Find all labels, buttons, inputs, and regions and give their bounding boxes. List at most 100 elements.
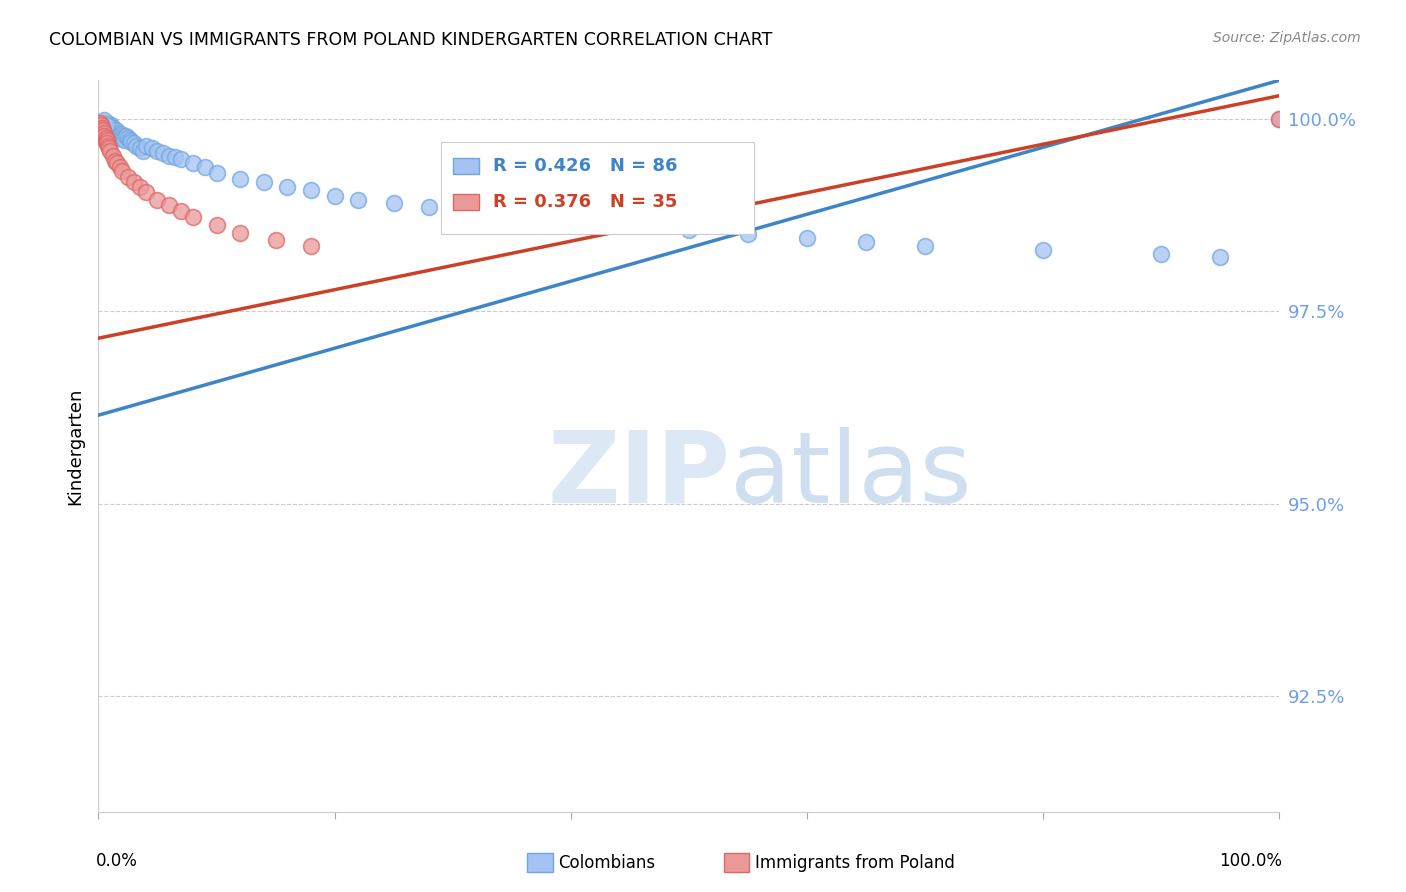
Point <box>90 123 112 137</box>
Point <box>170 152 193 166</box>
Text: COLOMBIAN VS IMMIGRANTS FROM POLAND KINDERGARTEN CORRELATION CHART: COLOMBIAN VS IMMIGRANTS FROM POLAND KIND… <box>49 31 772 49</box>
Point <box>91 120 114 134</box>
Point <box>152 146 174 161</box>
Text: Source: ZipAtlas.com: Source: ZipAtlas.com <box>1213 31 1361 45</box>
Point <box>91 120 114 134</box>
Point <box>108 160 131 174</box>
Point <box>98 123 121 137</box>
Point <box>165 150 187 164</box>
Point <box>1268 112 1291 126</box>
Point <box>98 144 121 158</box>
Point <box>98 121 121 136</box>
Point <box>117 131 139 145</box>
Point <box>104 154 127 169</box>
Point <box>678 223 700 237</box>
Point <box>914 239 936 253</box>
Point <box>93 126 115 140</box>
Point <box>132 144 155 158</box>
Point <box>93 113 115 128</box>
Point <box>796 231 818 245</box>
Point <box>120 133 142 147</box>
Point <box>91 123 114 137</box>
Point <box>91 115 114 129</box>
Point <box>96 136 118 151</box>
Point <box>89 120 111 134</box>
Point <box>90 120 112 134</box>
Point <box>101 121 124 136</box>
Point <box>121 135 143 149</box>
Point <box>276 179 298 194</box>
Point <box>105 126 128 140</box>
Point <box>96 115 118 129</box>
Point <box>112 131 135 145</box>
Point <box>135 185 157 199</box>
Point <box>112 133 135 147</box>
Point <box>90 118 112 132</box>
Point <box>583 219 606 234</box>
Point <box>108 131 131 145</box>
Point <box>111 128 134 143</box>
Point <box>253 175 276 189</box>
Point <box>135 138 157 153</box>
Point <box>97 123 120 137</box>
Point <box>96 126 118 140</box>
Point <box>194 160 217 174</box>
Text: 100.0%: 100.0% <box>1219 852 1282 870</box>
Point <box>299 183 322 197</box>
Point <box>101 149 124 163</box>
Point <box>93 128 115 143</box>
Point <box>122 175 145 189</box>
Point <box>181 211 204 225</box>
Point <box>105 156 128 170</box>
Point <box>157 149 180 163</box>
Point <box>89 121 111 136</box>
Text: Immigrants from Poland: Immigrants from Poland <box>755 854 955 871</box>
Point <box>299 239 322 253</box>
Point <box>141 141 163 155</box>
Point <box>89 115 111 129</box>
Point <box>97 138 120 153</box>
Point <box>96 133 118 147</box>
Point <box>103 123 125 137</box>
Point <box>146 193 169 207</box>
Point <box>91 123 114 137</box>
Point <box>111 164 134 178</box>
Point <box>107 128 129 143</box>
Point <box>98 128 121 143</box>
Point <box>101 126 124 140</box>
Point <box>146 144 169 158</box>
Y-axis label: Kindergarten: Kindergarten <box>66 387 84 505</box>
Point <box>104 126 127 140</box>
Bar <box>453 194 478 211</box>
Point <box>96 118 118 132</box>
Point <box>100 118 122 132</box>
Point <box>128 141 150 155</box>
Point <box>1032 243 1054 257</box>
Point <box>229 171 252 186</box>
Point <box>93 115 115 129</box>
Point <box>117 169 139 184</box>
FancyBboxPatch shape <box>441 143 754 234</box>
Point <box>91 123 114 137</box>
Point <box>97 127 120 141</box>
Point <box>264 234 287 248</box>
Point <box>98 141 121 155</box>
Point <box>100 123 122 137</box>
Point <box>170 204 193 219</box>
Point <box>90 123 112 137</box>
Point <box>94 123 117 137</box>
Point <box>1209 251 1232 265</box>
Text: atlas: atlas <box>730 426 972 524</box>
Point <box>347 193 370 207</box>
Point <box>382 196 405 211</box>
Point <box>93 118 115 132</box>
Point <box>94 120 117 134</box>
Point <box>125 138 148 153</box>
Point <box>94 131 117 145</box>
Point <box>229 226 252 240</box>
Point <box>441 204 464 219</box>
Text: R = 0.426   N = 86: R = 0.426 N = 86 <box>494 157 678 175</box>
Point <box>91 128 114 143</box>
Point <box>105 123 128 137</box>
Point <box>96 121 118 136</box>
